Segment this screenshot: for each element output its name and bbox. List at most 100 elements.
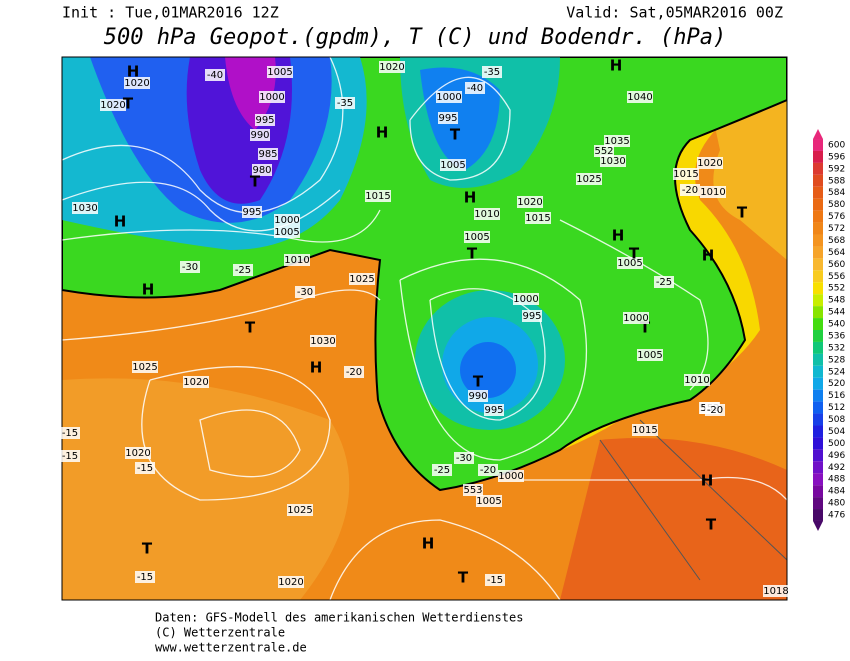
colorbar-swatch bbox=[813, 162, 823, 175]
pressure-center: T bbox=[458, 569, 469, 587]
map-label-box bbox=[478, 464, 498, 476]
map-label-box bbox=[379, 61, 405, 73]
pressure-center: H bbox=[702, 247, 715, 265]
colorbar-swatch bbox=[813, 425, 823, 438]
map-label-box bbox=[60, 450, 80, 462]
pressure-center: H bbox=[612, 227, 625, 245]
footer-source: Daten: GFS-Modell des amerikanischen Wet… bbox=[155, 611, 523, 625]
map-label-box bbox=[72, 202, 98, 214]
contour-label: 1005 bbox=[617, 258, 642, 269]
pressure-center: T bbox=[706, 516, 717, 534]
contour-label: 1005 bbox=[267, 67, 292, 78]
colorbar-tick-label: 480 bbox=[828, 499, 845, 509]
map-label-box bbox=[522, 310, 542, 322]
colorbar-tick-label: 476 bbox=[828, 511, 845, 521]
colorbar-swatch bbox=[813, 377, 823, 390]
map-label-box bbox=[476, 495, 502, 507]
map-label-box bbox=[464, 231, 490, 243]
pressure-center: H bbox=[310, 359, 323, 377]
pressure-center: T bbox=[737, 204, 748, 222]
contour-label: 995 bbox=[255, 115, 274, 126]
colorbar-swatch bbox=[813, 150, 823, 163]
colorbar-swatch bbox=[813, 330, 823, 342]
colorbar-swatch bbox=[813, 461, 823, 474]
colorbar-swatch bbox=[813, 485, 823, 498]
contour-label: -15 bbox=[487, 575, 503, 586]
map-label-box bbox=[627, 91, 653, 103]
colorbar-swatch bbox=[813, 437, 823, 450]
contour-label: 1010 bbox=[700, 187, 725, 198]
contour-label: 552 bbox=[594, 146, 613, 157]
colorbar-end bbox=[813, 520, 823, 531]
colorbar-tick-label: 592 bbox=[828, 164, 845, 174]
pressure-center: T bbox=[245, 319, 256, 337]
contour-label: 1020 bbox=[124, 78, 149, 89]
map-label-box bbox=[295, 286, 315, 298]
map-label-box bbox=[135, 571, 155, 583]
contour-label: 1018 bbox=[763, 586, 788, 597]
contour-label: 1020 bbox=[278, 577, 303, 588]
colorbar-swatch bbox=[813, 222, 823, 235]
colorbar-swatch bbox=[813, 198, 823, 211]
map-label-box bbox=[432, 464, 452, 476]
contour-label: 1005 bbox=[637, 350, 662, 361]
contour-label: -40 bbox=[467, 83, 483, 94]
colorbar-tick-label: 600 bbox=[828, 141, 845, 151]
colorbar-swatch bbox=[813, 473, 823, 486]
map-label-box bbox=[485, 574, 505, 586]
contour-label: -15 bbox=[137, 463, 153, 474]
colorbar-tick-label: 500 bbox=[828, 439, 845, 449]
contour-label: -30 bbox=[456, 453, 472, 464]
contour-label: 1005 bbox=[274, 227, 299, 238]
pressure-center: T bbox=[250, 173, 261, 191]
colorbar-end bbox=[813, 129, 823, 140]
map-label-box bbox=[654, 276, 674, 288]
colorbar-tick-label: 488 bbox=[828, 475, 845, 485]
map-label-box bbox=[233, 264, 253, 276]
contour-label: -15 bbox=[137, 572, 153, 583]
map-label-box bbox=[637, 349, 663, 361]
map-label-box bbox=[517, 196, 543, 208]
map-label-box bbox=[180, 261, 200, 273]
pressure-center: H bbox=[376, 124, 389, 142]
colorbar-tick-label: 564 bbox=[828, 248, 845, 258]
colorbar-tick-label: 596 bbox=[828, 152, 845, 162]
pressure-center: H bbox=[701, 472, 714, 490]
contour-label: 1010 bbox=[684, 375, 709, 386]
pressure-center: T bbox=[142, 540, 153, 558]
map-label-box bbox=[604, 135, 630, 147]
map-label-box bbox=[482, 66, 502, 78]
map-label-box bbox=[525, 212, 551, 224]
colorbar-swatch bbox=[813, 174, 823, 187]
contour-label: 1025 bbox=[576, 174, 601, 185]
map bbox=[62, 57, 787, 600]
map-label-box bbox=[617, 257, 643, 269]
contour-label: 995 bbox=[484, 405, 503, 416]
colorbar-swatch bbox=[813, 497, 823, 510]
colorbar-tick-label: 532 bbox=[828, 343, 845, 353]
map-label-box bbox=[697, 157, 723, 169]
colorbar-tick-label: 508 bbox=[828, 415, 845, 425]
pressure-center: H bbox=[610, 57, 623, 75]
map-frame bbox=[61, 56, 788, 601]
colorbar-tick-label: 528 bbox=[828, 355, 845, 365]
contour-label: 1020 bbox=[100, 100, 125, 111]
map-title: 500 hPa Geopot.(gpdm), T (C) und Bodendr… bbox=[104, 25, 727, 50]
colorbar-tick-label: 576 bbox=[828, 212, 845, 222]
contour-label: 985 bbox=[258, 149, 277, 160]
colorbar-swatch bbox=[813, 294, 823, 307]
contour-label: -35 bbox=[337, 98, 353, 109]
map-label-box bbox=[255, 114, 275, 126]
contour-label: 1020 bbox=[517, 197, 542, 208]
contour-label: -30 bbox=[297, 287, 313, 298]
contour-label: 553 bbox=[463, 485, 482, 496]
colorbar-tick-label: 572 bbox=[828, 224, 845, 234]
colorbar-tick-label: 548 bbox=[828, 296, 845, 306]
contour-label: -40 bbox=[207, 70, 223, 81]
contour-label: 990 bbox=[250, 130, 269, 141]
colorbar-tick-label: 544 bbox=[828, 308, 845, 318]
colorbar-tick-label: 584 bbox=[828, 188, 845, 198]
contour-label: 1015 bbox=[632, 425, 657, 436]
contour-label: 1020 bbox=[183, 377, 208, 388]
